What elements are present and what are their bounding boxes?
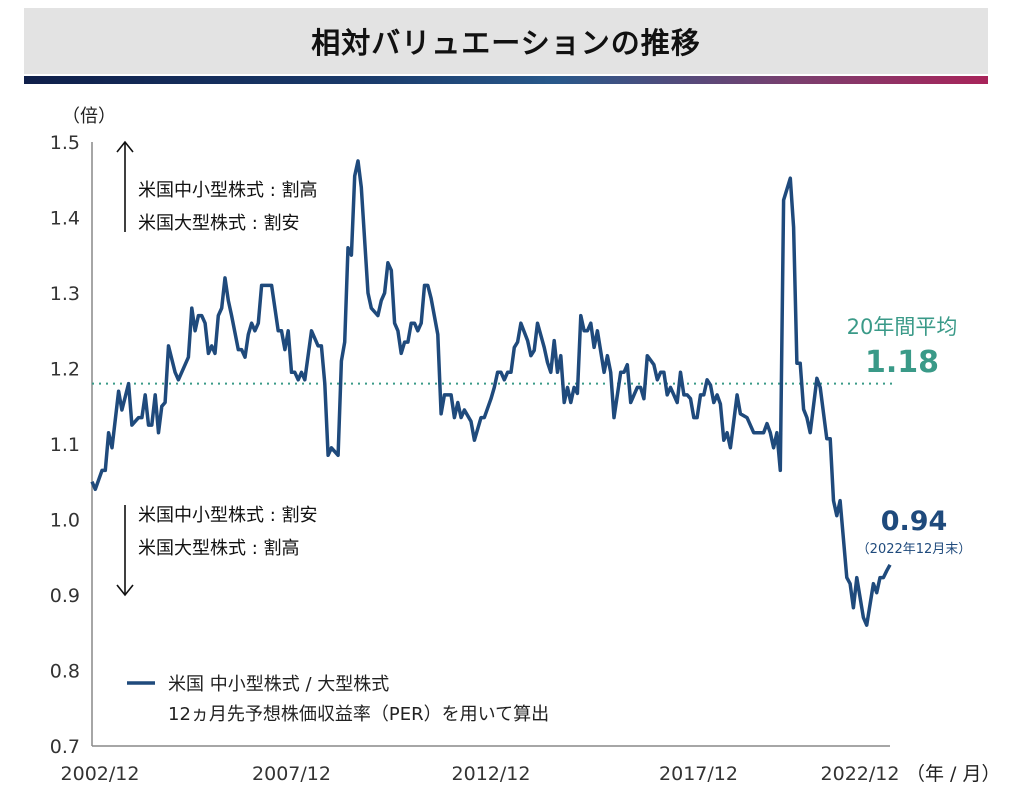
x-tick-label: 2012/12 <box>452 763 531 785</box>
x-tick-label: 2022/12 <box>821 763 900 785</box>
x-axis-unit: （年 / 月） <box>906 763 1000 785</box>
latest-value: 0.94 <box>881 506 948 537</box>
latest-note: （2022年12月末） <box>857 542 972 557</box>
y-tick-label: 1.2 <box>50 359 80 381</box>
series-line <box>90 159 892 627</box>
annotation-upper-1: 米国中小型株式 : 割高 <box>138 180 318 201</box>
average-label: 20年間平均 <box>847 315 958 339</box>
y-tick-label: 0.7 <box>50 736 80 758</box>
annotation-lower-1: 米国中小型株式 : 割安 <box>138 505 318 526</box>
annotation-lower-2: 米国大型株式 : 割高 <box>138 538 300 559</box>
annotation-upper-2: 米国大型株式 : 割安 <box>138 213 300 234</box>
chart-title: 相対バリュエーションの推移 <box>311 26 701 60</box>
y-tick-label: 1.5 <box>50 132 80 154</box>
title-banner: 相対バリュエーションの推移 <box>24 8 988 74</box>
x-tick-label: 2007/12 <box>252 763 331 785</box>
y-tick-label: 0.8 <box>50 661 80 683</box>
x-tick-label: 2002/12 <box>61 763 140 785</box>
legend-label: 米国 中小型株式 / 大型株式 <box>168 674 389 695</box>
title-gradient-bar <box>24 76 988 84</box>
x-tick-labels: 2002/12 2007/12 2012/12 2017/12 2022/12 <box>61 763 900 785</box>
up-arrow-head-icon <box>116 140 134 153</box>
y-tick-label: 0.9 <box>50 585 80 607</box>
legend-note: 12ヵ月先予想株価収益率（PER）を用いて算出 <box>168 704 549 725</box>
y-tick-labels: 0.7 0.8 0.9 1.0 1.1 1.2 1.3 1.4 1.5 <box>50 132 80 758</box>
y-tick-label: 1.3 <box>50 283 80 305</box>
y-tick-label: 1.1 <box>50 434 80 456</box>
down-arrow-head-icon <box>116 584 134 597</box>
y-tick-label: 1.0 <box>50 510 80 532</box>
y-axis-unit: （倍） <box>62 106 116 127</box>
y-tick-label: 1.4 <box>50 208 80 230</box>
x-tick-label: 2017/12 <box>659 763 738 785</box>
average-value: 1.18 <box>865 345 939 380</box>
